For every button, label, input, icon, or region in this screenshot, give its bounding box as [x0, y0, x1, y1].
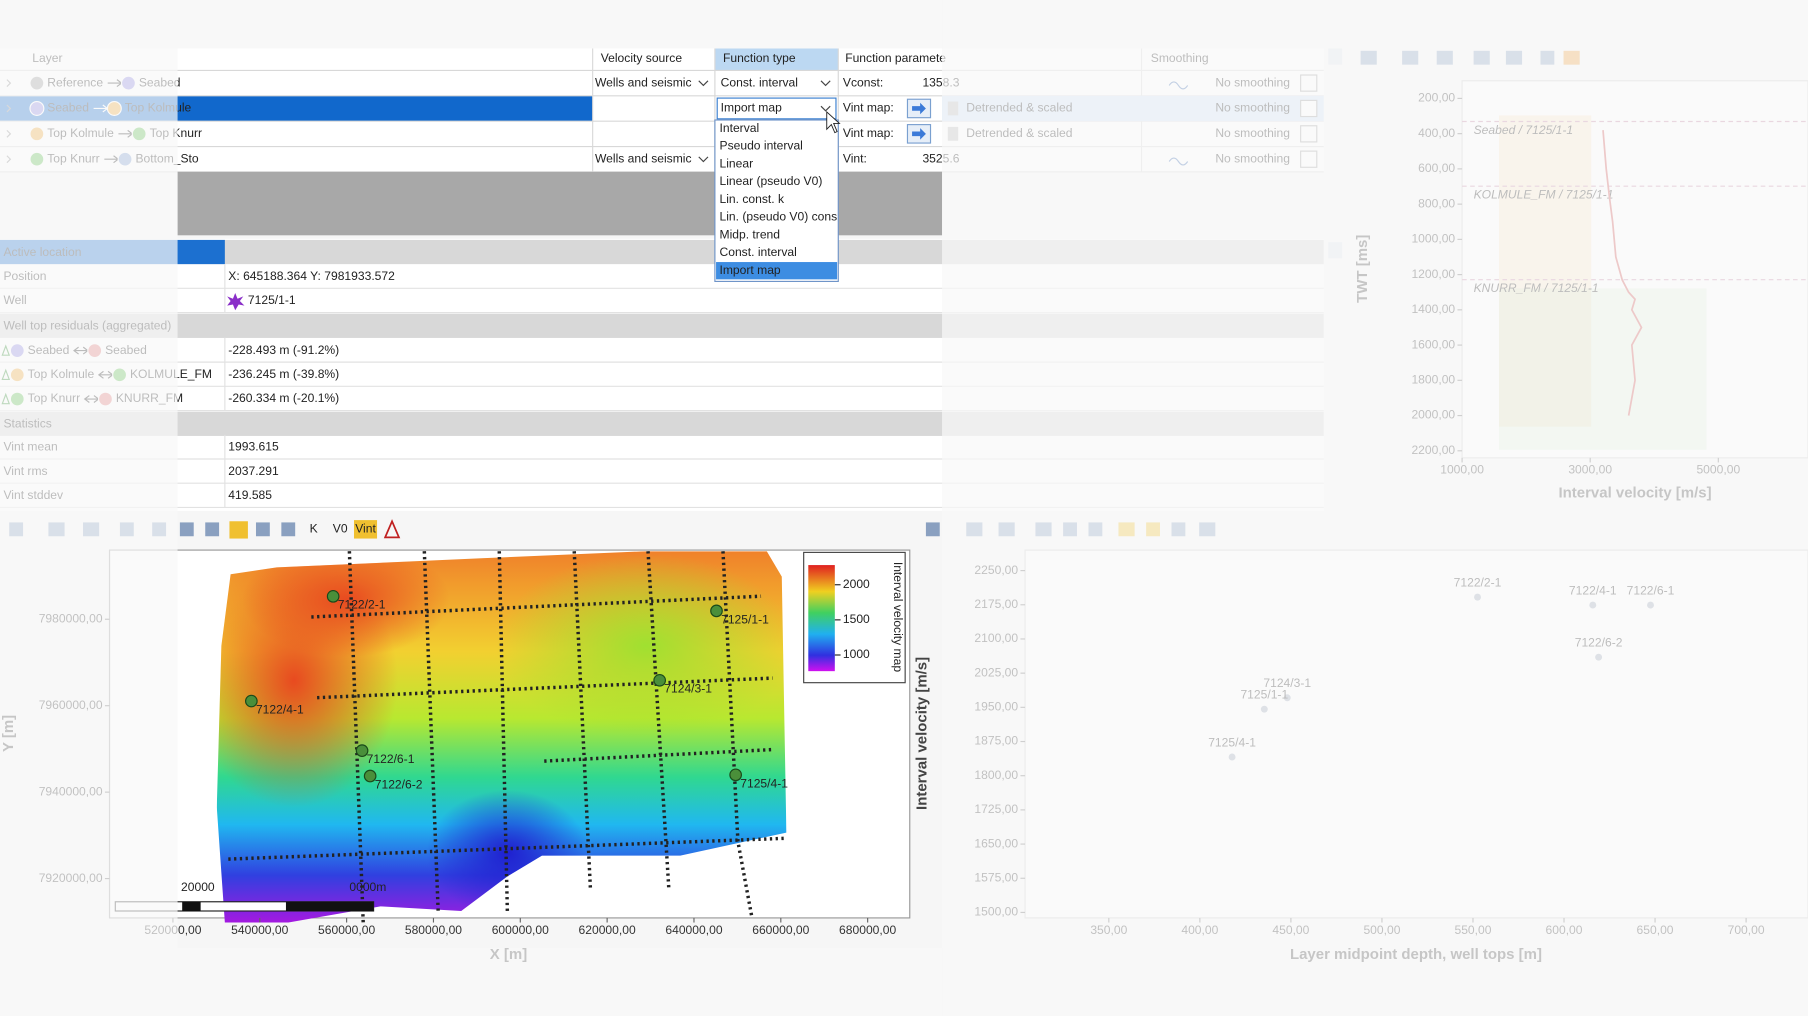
fade-overlay — [177, 947, 943, 1016]
x-tick-label: 640000,00 — [665, 923, 722, 937]
x-tick-label: 600000,00 — [492, 923, 549, 937]
dropdown-option[interactable]: Midp. trend — [720, 227, 781, 241]
well-label: 7125/1-1 — [721, 612, 769, 626]
colorbar-tick-label: 1500 — [843, 612, 870, 626]
fade-overlay — [942, 0, 1808, 1016]
dropdown-chevron — [820, 80, 831, 87]
parameter-label: Vint map: — [843, 126, 894, 140]
x-tick-label: 560000,00 — [318, 923, 375, 937]
position-value: X: 645188.364 Y: 7981933.572 — [228, 269, 395, 283]
x-tick-label: 680000,00 — [839, 923, 896, 937]
well-marker[interactable] — [653, 673, 667, 687]
residual-value: -260.334 m (-20.1%) — [228, 391, 339, 405]
velocity-source: Wells and seismic — [595, 75, 692, 89]
dropdown-highlight — [716, 262, 838, 280]
toolbar-button[interactable]: V0 — [333, 522, 348, 536]
well-label: 7125/4-1 — [740, 776, 788, 790]
x-tick-label: 620000,00 — [579, 923, 636, 937]
scale-label: 20000 — [181, 880, 215, 894]
well-label: 7122/4-1 — [256, 702, 304, 716]
header-active — [714, 48, 839, 71]
toolbar-button[interactable]: K — [310, 522, 318, 536]
dropdown-list — [714, 119, 839, 282]
y-axis-label: Interval velocity [m/s] — [913, 657, 930, 810]
residual-value: -236.245 m (-39.8%) — [228, 367, 339, 381]
well-label: 7122/2-1 — [338, 598, 386, 612]
dropdown-option[interactable]: Lin. (pseudo V0) cons — [720, 210, 838, 224]
column-header: Function paramete — [845, 51, 946, 65]
function-type: Import map — [721, 101, 782, 115]
dropdown-chevron — [698, 80, 709, 87]
colorbar-label: Interval velocity map — [891, 562, 905, 673]
dropdown-chevron — [698, 156, 709, 163]
colorbar-tick-label: 1000 — [843, 647, 870, 661]
fade-overlay — [177, 0, 943, 49]
dropdown-option[interactable]: Interval — [720, 121, 760, 135]
residual-value: -228.493 m (-91.2%) — [228, 343, 339, 357]
map-button-arrow — [912, 102, 926, 115]
dropdown-option[interactable]: Pseudo interval — [720, 139, 803, 153]
well-marker[interactable] — [729, 768, 742, 782]
x-tick-label: 660000,00 — [752, 923, 809, 937]
velocity-source: Wells and seismic — [595, 151, 692, 165]
well-label: 7122/6-1 — [367, 752, 415, 766]
statistic-value: 419.585 — [228, 488, 272, 502]
x-tick-label: 540000,00 — [231, 923, 288, 937]
well-value: 7125/1-1 — [248, 293, 296, 307]
well-label: 7124/3-1 — [664, 682, 712, 696]
well-marker[interactable] — [355, 744, 369, 757]
statistic-value: 1993.615 — [228, 440, 279, 454]
toolbar-button[interactable]: Vint — [355, 522, 376, 536]
parameter-label: Vint: — [843, 151, 867, 165]
dropdown-option[interactable]: Lin. const. k — [720, 192, 785, 206]
well-marker[interactable] — [710, 604, 723, 618]
scale-label: 0000m — [349, 880, 386, 894]
fade-overlay — [0, 0, 178, 1016]
dropdown-option[interactable]: Linear — [720, 156, 754, 170]
colorbar-tick-label: 2000 — [843, 577, 870, 591]
well-label: 7122/6-2 — [375, 777, 423, 791]
seismic-lines — [228, 551, 785, 923]
parameter-label: Vint map: — [843, 101, 894, 115]
dropdown-option[interactable]: Const. interval — [720, 245, 797, 259]
column-header: Velocity source — [601, 51, 683, 65]
well-marker[interactable] — [326, 589, 340, 603]
map-button-arrow — [912, 128, 926, 140]
well-icon — [227, 292, 245, 311]
column-header: Function type — [723, 51, 796, 65]
function-type: Const. interval — [721, 75, 798, 89]
statistic-value: 2037.291 — [228, 464, 279, 478]
x-tick-label: 580000,00 — [405, 923, 462, 937]
well-marker[interactable] — [363, 769, 377, 783]
colorbar — [808, 565, 835, 672]
function-combobox[interactable] — [716, 97, 837, 120]
parameter-label: Vconst: — [843, 75, 883, 89]
dropdown-option[interactable]: Import map — [720, 263, 781, 277]
mouse-cursor — [826, 110, 841, 134]
dropdown-option[interactable]: Linear (pseudo V0) — [720, 174, 823, 188]
well-marker[interactable] — [245, 694, 258, 708]
dropdown-chevron — [820, 105, 831, 112]
